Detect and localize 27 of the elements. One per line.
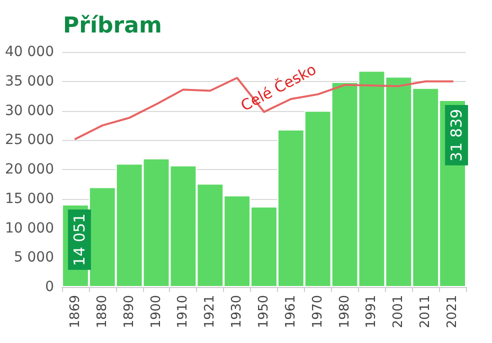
x-tick-label: 1980 [337,295,352,328]
x-tick-label: 1991 [364,295,380,328]
x-tick-label: 2001 [391,295,406,328]
x-tick-label: 1869 [68,295,83,328]
x-tick-label: 1910 [176,295,191,328]
x-tick-label: 2021 [445,295,460,328]
y-tick-label: 30 000 [5,102,54,119]
y-tick-label: 0 [45,279,54,295]
x-tick-label: 1890 [122,295,137,328]
x-tick-label: 1921 [202,295,218,328]
y-tick-label: 20 000 [5,162,54,178]
data-label: 31 839 [448,108,466,162]
y-tick-label: 40 000 [5,44,54,60]
x-tick-label: 2011 [418,295,434,328]
x-tick-label: 1930 [230,295,245,328]
y-tick-label: 10 000 [5,220,54,236]
x-tick-label: 1880 [94,295,110,328]
y-tick-label: 5 000 [14,250,54,266]
x-tick-label: 1950 [256,295,272,328]
data-label: 14 051 [70,213,88,266]
x-tick-label: 1961 [283,295,298,328]
y-tick-label: 15 000 [5,190,54,207]
x-tick-label: 1970 [310,295,326,328]
x-tick-label: 1900 [148,295,164,328]
chart-title: Příbram [63,14,162,38]
y-tick-label: 35 000 [5,73,54,90]
y-tick-label: 25 000 [5,132,54,148]
